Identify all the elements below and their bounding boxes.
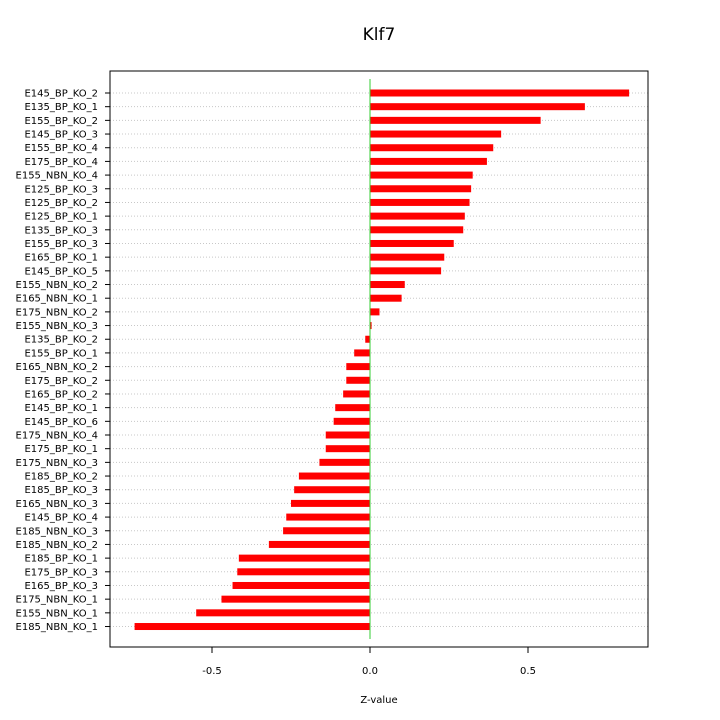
y-tick-label: E175_NBN_KO_4 bbox=[16, 431, 98, 442]
y-tick-label: E175_BP_KO_4 bbox=[24, 157, 98, 168]
y-tick-label: E145_BP_KO_5 bbox=[24, 266, 98, 277]
bar bbox=[319, 458, 370, 466]
y-tick-label: E125_BP_KO_2 bbox=[24, 198, 98, 209]
y-tick-label: E145_BP_KO_3 bbox=[24, 130, 98, 141]
bar bbox=[370, 116, 541, 124]
bar bbox=[370, 226, 464, 234]
bar bbox=[232, 581, 370, 589]
bar bbox=[343, 390, 370, 398]
y-axis-labels: E145_BP_KO_2 E135_BP_KO_1 E155_BP_KO_2 E145… bbox=[16, 89, 110, 633]
bar bbox=[325, 445, 370, 453]
plot-frame bbox=[109, 70, 649, 648]
bar bbox=[370, 294, 402, 302]
y-tick-label: E185_NBN_KO_2 bbox=[16, 540, 98, 551]
y-tick-label: E135_BP_KO_2 bbox=[24, 335, 98, 346]
y-tick-label: E135_BP_KO_3 bbox=[24, 225, 98, 236]
bar bbox=[370, 144, 494, 152]
bar bbox=[370, 198, 470, 206]
y-tick-label: E175_BP_KO_2 bbox=[24, 376, 98, 387]
y-tick-label: E155_BP_KO_1 bbox=[24, 348, 98, 359]
y-tick-label: E155_NBN_KO_4 bbox=[16, 171, 98, 182]
bar bbox=[325, 431, 370, 439]
bar bbox=[268, 540, 370, 548]
bar bbox=[370, 157, 487, 165]
y-tick-label: E165_BP_KO_2 bbox=[24, 389, 98, 400]
y-tick-label: E175_NBN_KO_3 bbox=[16, 458, 98, 469]
y-tick-label: E145_BP_KO_1 bbox=[24, 403, 98, 414]
y-tick-label: E165_BP_KO_1 bbox=[24, 253, 98, 264]
bar bbox=[370, 281, 405, 289]
bar bbox=[283, 527, 370, 535]
bar bbox=[370, 89, 630, 97]
y-tick-label: E165_NBN_KO_3 bbox=[16, 499, 98, 510]
bar bbox=[370, 322, 372, 330]
y-tick-label: E185_BP_KO_3 bbox=[24, 485, 98, 496]
bar bbox=[370, 253, 445, 261]
y-tick-label: E155_NBN_KO_2 bbox=[16, 280, 98, 291]
y-tick-label: E175_NBN_KO_2 bbox=[16, 307, 98, 318]
y-tick-label: E125_BP_KO_3 bbox=[24, 184, 98, 195]
y-tick-label: E155_NBN_KO_1 bbox=[16, 608, 98, 619]
y-tick-label: E175_BP_KO_3 bbox=[24, 567, 98, 578]
bar bbox=[370, 239, 454, 247]
y-tick-label: E145_BP_KO_4 bbox=[24, 513, 98, 524]
y-tick-label: E165_NBN_KO_1 bbox=[16, 294, 98, 305]
bar bbox=[370, 103, 585, 111]
bar bbox=[291, 499, 370, 507]
y-tick-label: E145_BP_KO_6 bbox=[24, 417, 98, 428]
bar bbox=[354, 349, 370, 357]
bar bbox=[346, 363, 370, 371]
y-tick-label: E155_BP_KO_2 bbox=[24, 116, 98, 127]
y-tick-label: E185_BP_KO_1 bbox=[24, 554, 98, 565]
y-tick-label: E185_NBN_KO_1 bbox=[16, 622, 98, 633]
x-axis: -0.5 0.0 0.5 bbox=[202, 647, 536, 677]
bar bbox=[370, 130, 502, 138]
bar bbox=[294, 486, 370, 494]
y-tick-label: E155_BP_KO_3 bbox=[24, 239, 98, 250]
bar bbox=[370, 267, 442, 275]
bar bbox=[221, 595, 370, 603]
y-tick-label: E185_NBN_KO_3 bbox=[16, 526, 98, 537]
bars-group bbox=[134, 89, 630, 631]
bar bbox=[365, 335, 370, 343]
bar bbox=[298, 472, 370, 480]
bar bbox=[238, 554, 370, 562]
y-tick-label: E125_BP_KO_1 bbox=[24, 212, 98, 223]
chart-title: Klf7 bbox=[363, 25, 396, 45]
x-axis-title: Z-value bbox=[360, 695, 397, 706]
y-tick-label: E175_BP_KO_1 bbox=[24, 444, 98, 455]
x-tick-label: 0.0 bbox=[362, 666, 378, 677]
y-tick-label: E155_BP_KO_4 bbox=[24, 143, 98, 154]
y-tick-label: E185_BP_KO_2 bbox=[24, 472, 98, 483]
bar bbox=[286, 513, 370, 521]
bar bbox=[370, 185, 472, 193]
y-tick-label: E175_NBN_KO_1 bbox=[16, 595, 98, 606]
y-tick-label: E145_BP_KO_2 bbox=[24, 89, 98, 100]
x-tick-label: 0.5 bbox=[520, 666, 536, 677]
bar bbox=[134, 623, 370, 631]
y-tick-label: E165_NBN_KO_2 bbox=[16, 362, 98, 373]
y-tick-label: E165_BP_KO_3 bbox=[24, 581, 98, 592]
bar bbox=[196, 609, 370, 617]
bar bbox=[335, 404, 370, 412]
bar bbox=[370, 171, 473, 179]
y-tick-label: E155_NBN_KO_3 bbox=[16, 321, 98, 332]
bar bbox=[333, 417, 370, 425]
bar bbox=[346, 376, 370, 384]
bar bbox=[370, 212, 465, 220]
bar bbox=[237, 568, 370, 576]
x-tick-label: -0.5 bbox=[202, 666, 222, 677]
bar bbox=[370, 308, 380, 316]
y-tick-label: E135_BP_KO_1 bbox=[24, 102, 98, 113]
